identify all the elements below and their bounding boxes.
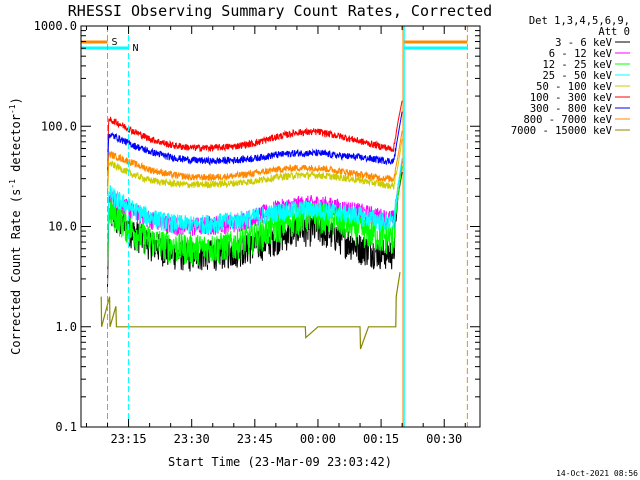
legend-header: Att 0 bbox=[598, 26, 630, 38]
x-tick-label: 23:15 bbox=[110, 432, 146, 446]
series-line bbox=[107, 111, 403, 173]
y-tick-label: 1.0 bbox=[55, 320, 77, 334]
series-line bbox=[107, 100, 403, 157]
legend-header: Det 1,3,4,5,6,9, bbox=[529, 15, 630, 27]
y-tick-label: 1000.0 bbox=[34, 19, 77, 33]
legend-entry-label: 6 - 12 keV bbox=[549, 48, 613, 60]
y-tick-label: 100.0 bbox=[41, 119, 77, 133]
y-label-part: Corrected Count Rate (s bbox=[9, 189, 23, 355]
legend-entry-label: 300 - 800 keV bbox=[530, 103, 613, 115]
y-label-part: detector bbox=[9, 114, 23, 179]
x-axis-label: Start Time (23-Mar-09 23:03:42) bbox=[168, 455, 392, 469]
y-label-part: ) bbox=[9, 97, 23, 104]
timestamp-label: 14-Oct-2021 08:56 bbox=[556, 469, 638, 478]
legend-entry-label: 7000 - 15000 keV bbox=[511, 125, 613, 137]
y-label-superscript: -1 bbox=[8, 179, 17, 189]
legend-entry-label: 100 - 300 keV bbox=[530, 92, 613, 104]
legend-entry-label: 12 - 25 keV bbox=[542, 59, 612, 71]
legend-entry-label: 3 - 6 keV bbox=[555, 37, 613, 49]
y-tick-label: 10.0 bbox=[48, 220, 77, 234]
flag-label: S bbox=[112, 37, 118, 48]
series-line bbox=[107, 130, 403, 187]
legend-entry-label: 800 - 7000 keV bbox=[523, 114, 612, 126]
chart-title: RHESSI Observing Summary Count Rates, Co… bbox=[68, 2, 492, 20]
axes-layer: 0.1 1.0 10.0 100.0 1000.0 23:15 23:30 23:45 00:0… bbox=[34, 19, 480, 446]
y-axis-label: Corrected Count Rate (s-1 detector-1) bbox=[8, 97, 23, 355]
y-label-superscript: -1 bbox=[8, 104, 17, 114]
flag-label: N bbox=[133, 43, 139, 54]
data-series-layer bbox=[100, 100, 403, 350]
series-line bbox=[107, 166, 403, 267]
series-line bbox=[107, 138, 403, 197]
x-tick-label: 23:30 bbox=[174, 432, 210, 446]
y-tick-label: 0.1 bbox=[55, 420, 77, 434]
series-line bbox=[107, 158, 403, 249]
legend-entry-label: 25 - 50 keV bbox=[542, 70, 612, 82]
x-tick-label: 23:45 bbox=[237, 432, 273, 446]
legend-entry-label: 50 - 100 keV bbox=[536, 81, 613, 93]
y-axis-label-text: Corrected Count Rate (s-1 detector-1) bbox=[8, 97, 23, 355]
x-tick-label: 00:00 bbox=[300, 432, 336, 446]
series-line bbox=[100, 272, 401, 350]
x-tick-label: 00:30 bbox=[426, 432, 462, 446]
x-tick-label: 00:15 bbox=[363, 432, 399, 446]
